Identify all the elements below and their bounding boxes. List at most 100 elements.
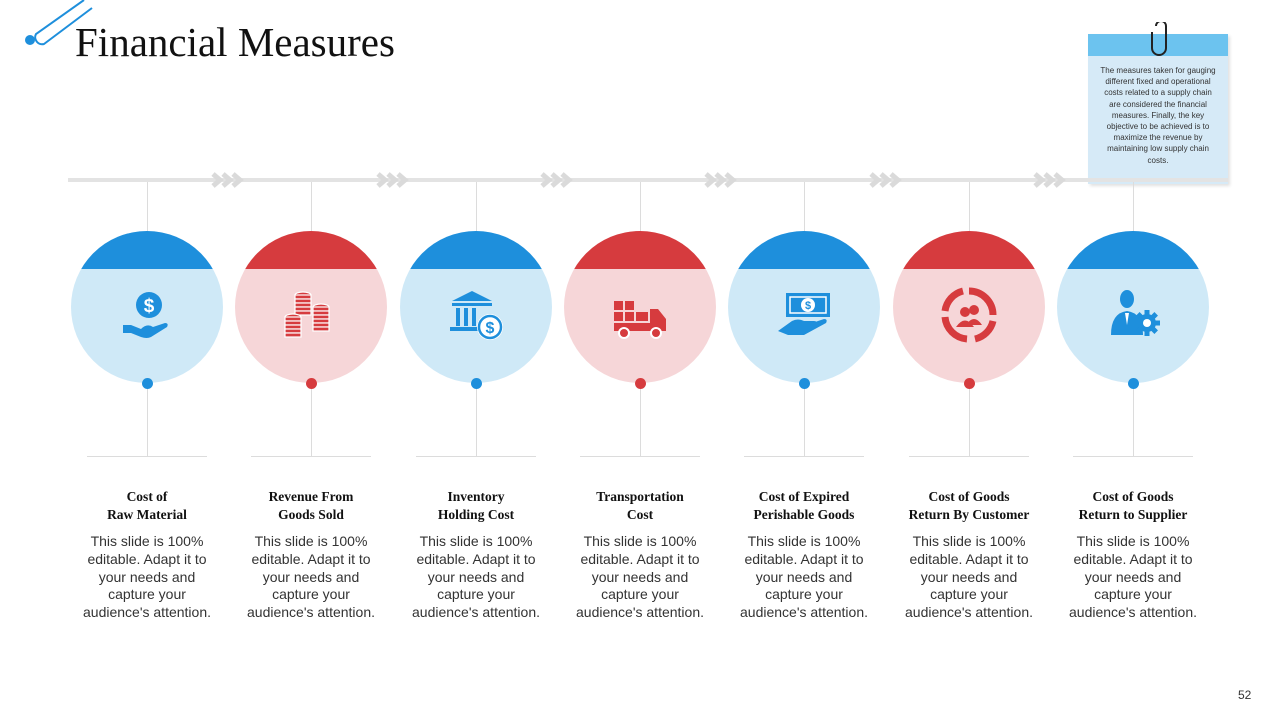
chevron-arrows-icon [1031, 170, 1071, 190]
description-line: editable. Adapt it to [251, 550, 371, 567]
description-line: This slide is 100% [747, 533, 861, 549]
measure-label: Inventory Holding Cost [401, 488, 551, 524]
connector-line [476, 182, 477, 232]
description-line: capture your [272, 586, 350, 603]
measure-description: This slide is 100% editable. Adapt it to y… [894, 533, 1044, 622]
circle-cap [564, 231, 716, 269]
timeline-dot [799, 378, 810, 389]
connector-line [311, 388, 312, 456]
timeline-dot [306, 378, 317, 389]
description-line: This slide is 100% [1076, 533, 1190, 549]
description-line: audience's attention. [247, 604, 375, 621]
note-header-band [1088, 34, 1228, 56]
divider-line [580, 456, 700, 457]
label-line-2: Raw Material [107, 507, 187, 522]
banknote-hand-icon: $ [776, 287, 832, 343]
description-line: your needs and [262, 568, 360, 585]
measure-label: Cost of Goods Return By Customer [894, 488, 1044, 524]
measure-label: Revenue From Goods Sold [236, 488, 386, 524]
divider-line [909, 456, 1029, 457]
divider-line [251, 456, 371, 457]
connector-line [969, 182, 970, 232]
connector-line [969, 388, 970, 456]
measure-description: This slide is 100% editable. Adapt it to y… [236, 533, 386, 622]
connector-line [147, 388, 148, 456]
connector-line [476, 388, 477, 456]
description-line: your needs and [98, 568, 196, 585]
description-line: your needs and [920, 568, 1018, 585]
measure-circle-5: $ [728, 231, 880, 383]
connector-line [804, 182, 805, 232]
chevron-arrows-icon [538, 170, 578, 190]
label-line-2: Return to Supplier [1078, 507, 1188, 522]
description-line: capture your [1094, 586, 1172, 603]
circle-cap [728, 231, 880, 269]
description-line: capture your [930, 586, 1008, 603]
label-line-2: Cost [626, 507, 654, 522]
label-line-1: Revenue From [268, 489, 354, 504]
chevron-arrows-icon [374, 170, 414, 190]
divider-line [1073, 456, 1193, 457]
description-line: audience's attention. [412, 604, 540, 621]
description-line: audience's attention. [576, 604, 704, 621]
divider-line [416, 456, 536, 457]
paperclip-decoration-icon [25, 0, 93, 46]
svg-text:$: $ [805, 300, 811, 312]
description-line: audience's attention. [1069, 604, 1197, 621]
person-gear-icon [1105, 287, 1161, 343]
timeline-dot [142, 378, 153, 389]
timeline-dot [1128, 378, 1139, 389]
svg-text:$: $ [144, 296, 155, 317]
connector-line [311, 182, 312, 232]
description-line: This slide is 100% [254, 533, 368, 549]
measure-circle-2 [235, 231, 387, 383]
delivery-truck-icon [612, 287, 668, 343]
circle-cap [893, 231, 1045, 269]
description-line: your needs and [427, 568, 525, 585]
label-line-1: Cost of [126, 489, 168, 504]
label-line-1: Cost of Goods [1092, 489, 1174, 504]
timeline-dot [471, 378, 482, 389]
coin-stacks-icon [283, 287, 339, 343]
description-line: audience's attention. [740, 604, 868, 621]
circle-cap [235, 231, 387, 269]
label-line-2: Goods Sold [278, 507, 344, 522]
chevron-arrows-icon [867, 170, 907, 190]
description-line: This slide is 100% [90, 533, 204, 549]
description-line: audience's attention. [83, 604, 211, 621]
measure-circle-1: $ [71, 231, 223, 383]
measure-circle-3: $ [400, 231, 552, 383]
description-line: editable. Adapt it to [87, 550, 207, 567]
description-line: your needs and [1084, 568, 1182, 585]
page-number: 52 [1238, 688, 1252, 702]
label-line-2: Holding Cost [437, 507, 515, 522]
measure-label: Cost of Raw Material [72, 488, 222, 524]
chevron-arrows-icon [702, 170, 742, 190]
measure-circle-7 [1057, 231, 1209, 383]
measure-circle-6 [893, 231, 1045, 383]
description-line: capture your [601, 586, 679, 603]
description-line: This slide is 100% [912, 533, 1026, 549]
label-line-1: Cost of Goods [928, 489, 1010, 504]
connector-line [804, 388, 805, 456]
divider-line [87, 456, 207, 457]
description-line: editable. Adapt it to [909, 550, 1029, 567]
measure-description: This slide is 100% editable. Adapt it to y… [72, 533, 222, 622]
description-line: capture your [437, 586, 515, 603]
connector-line [1133, 182, 1134, 232]
measure-description: This slide is 100% editable. Adapt it to y… [401, 533, 551, 622]
label-line-1: Inventory [447, 489, 505, 504]
measure-label: Cost of Expired Perishable Goods [729, 488, 879, 524]
label-line-2: Return By Customer [908, 507, 1030, 522]
description-line: This slide is 100% [583, 533, 697, 549]
measure-description: This slide is 100% editable. Adapt it to y… [729, 533, 879, 622]
svg-text:$: $ [486, 320, 495, 337]
connector-line [147, 182, 148, 232]
timeline-line [68, 178, 1228, 182]
money-hand-icon: $ [119, 287, 175, 343]
note-text: The measures taken for gauging different… [1100, 66, 1216, 165]
label-line-1: Transportation [596, 489, 684, 504]
measure-description: This slide is 100% editable. Adapt it to y… [565, 533, 715, 622]
description-line: audience's attention. [905, 604, 1033, 621]
description-line: editable. Adapt it to [1073, 550, 1193, 567]
